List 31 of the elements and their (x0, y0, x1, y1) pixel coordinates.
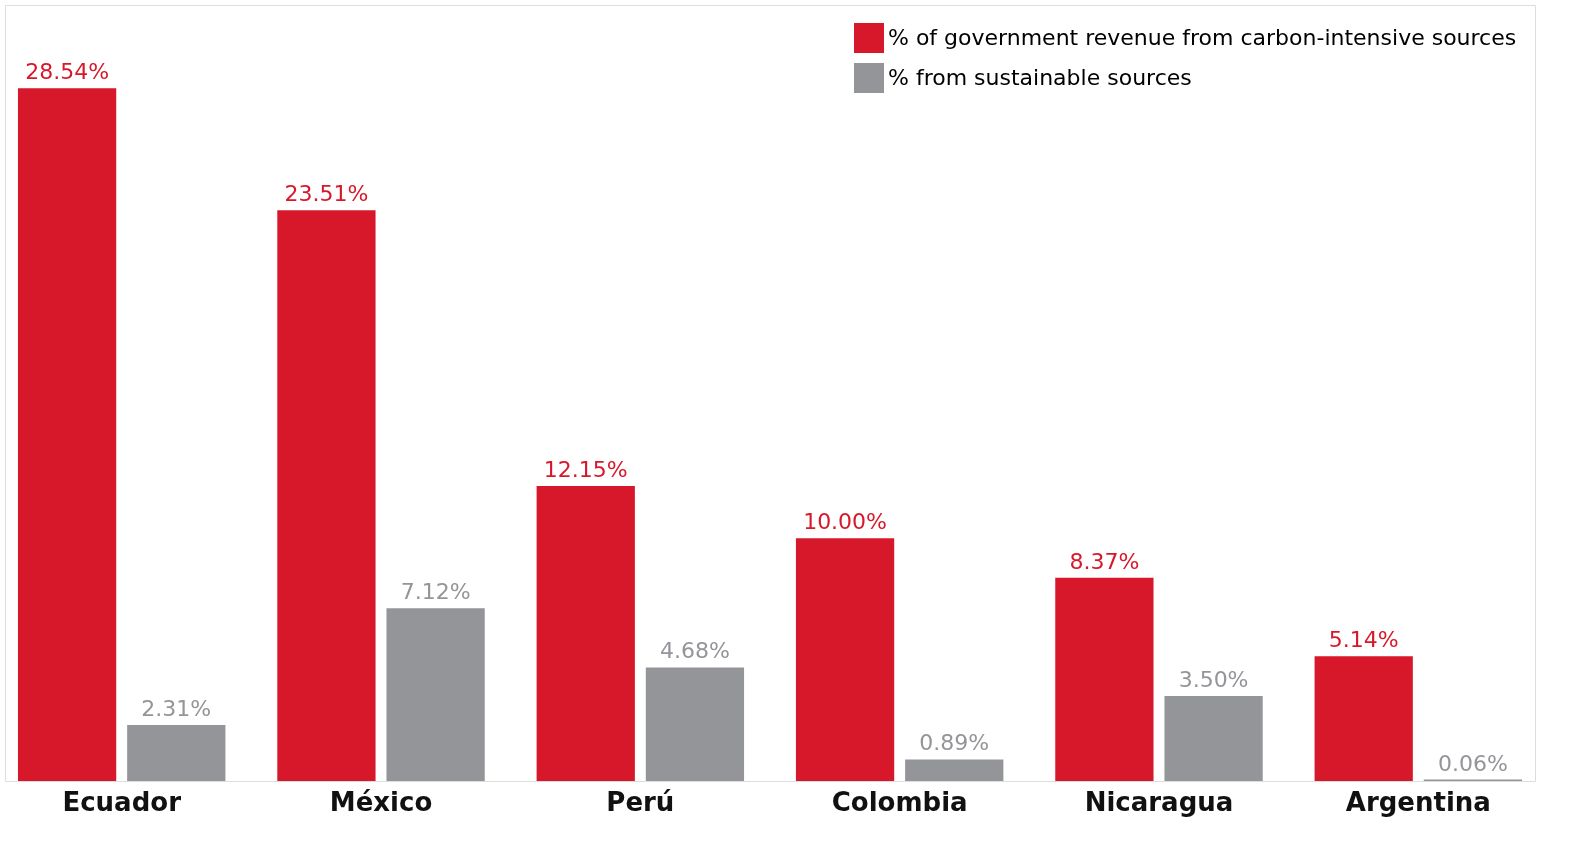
bar (645, 667, 745, 781)
data-label: 8.37% (1069, 548, 1140, 574)
bar (536, 486, 635, 781)
x-tick-label: Argentina (1345, 786, 1491, 817)
x-tick-label: Nicaragua (1084, 786, 1234, 817)
x-tick-label: Colombia (831, 786, 968, 817)
bar (1055, 577, 1154, 781)
legend-label: % from sustainable sources (888, 65, 1192, 90)
data-label: 0.89% (919, 730, 990, 756)
bar (17, 88, 117, 781)
data-label: 10.00% (803, 509, 888, 535)
legend-label: % of government revenue from carbon-intensive sources (888, 25, 1517, 50)
bar (127, 724, 226, 781)
x-tick-label: Perú (606, 786, 675, 817)
data-label: 2.31% (141, 695, 212, 721)
bar (277, 210, 376, 781)
data-label: 23.51% (284, 181, 369, 207)
data-label: 0.06% (1437, 750, 1508, 776)
data-label: 4.68% (659, 638, 730, 664)
bar (1314, 656, 1413, 781)
data-label: 7.12% (400, 579, 471, 605)
bar (386, 608, 485, 781)
bar (905, 759, 1004, 781)
data-label: 3.50% (1178, 667, 1249, 693)
bar (1164, 696, 1263, 781)
data-label: 12.15% (543, 457, 628, 483)
data-label: 28.54% (25, 59, 110, 85)
data-label: 5.14% (1328, 627, 1399, 653)
bar (795, 538, 895, 781)
x-tick-label: Ecuador (62, 786, 182, 817)
x-tick-label: México (329, 786, 433, 817)
